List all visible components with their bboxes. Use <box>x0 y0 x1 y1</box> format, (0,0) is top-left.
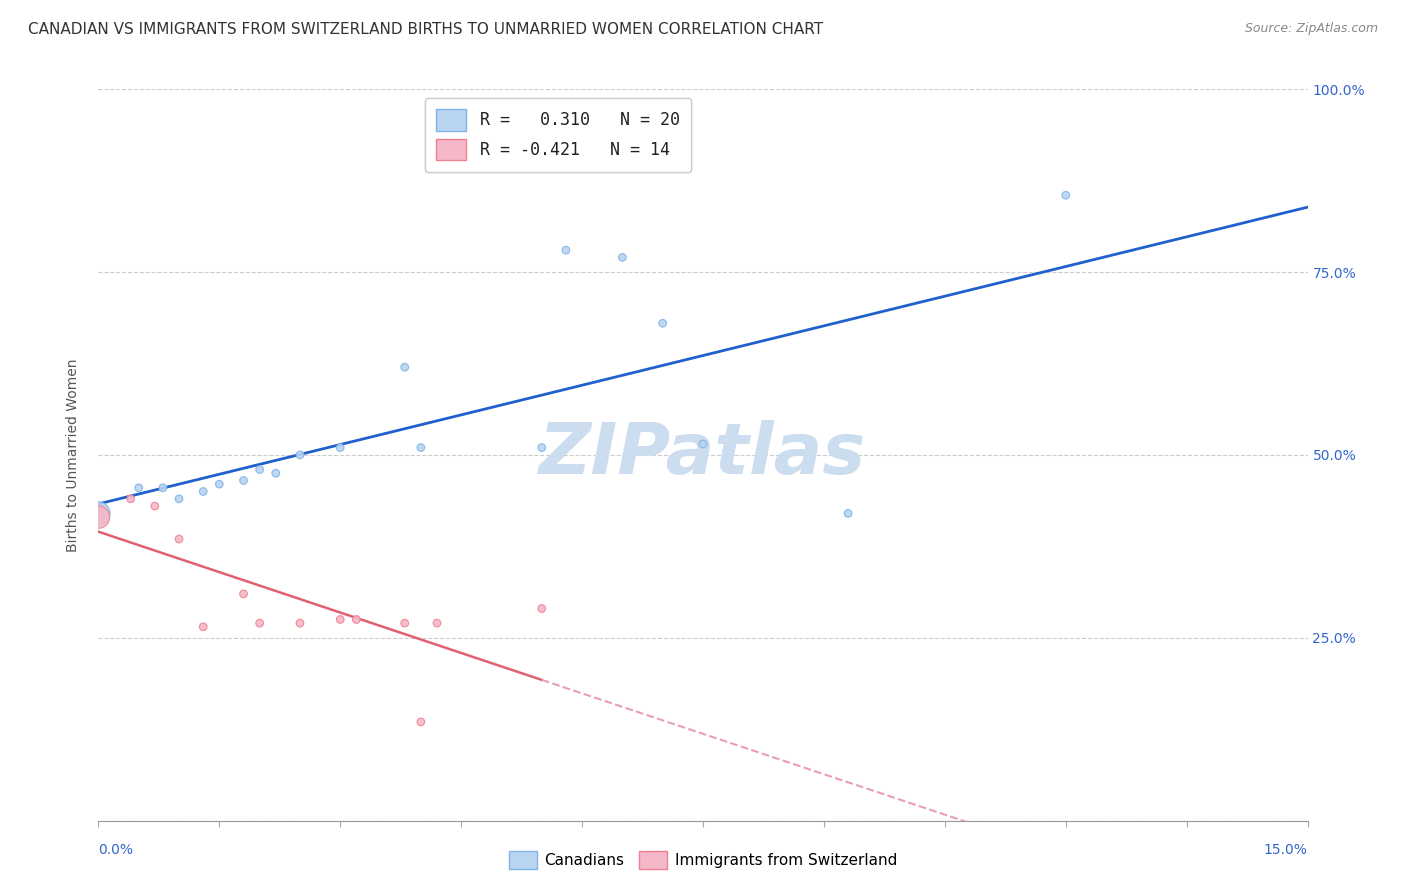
Point <box>249 462 271 476</box>
Point <box>208 477 231 491</box>
Point <box>1054 188 1077 202</box>
Point <box>409 714 432 729</box>
Point <box>555 243 578 257</box>
Point <box>394 616 416 631</box>
Point <box>193 620 215 634</box>
Text: 15.0%: 15.0% <box>1264 843 1308 857</box>
Point <box>409 441 432 455</box>
Point <box>651 316 673 330</box>
Text: ZIPatlas: ZIPatlas <box>540 420 866 490</box>
Point <box>232 474 254 488</box>
Point <box>87 507 110 521</box>
Point <box>120 491 142 506</box>
Point <box>87 510 110 524</box>
Point <box>167 532 190 546</box>
Point <box>264 466 287 480</box>
Point <box>530 441 553 455</box>
Point <box>128 481 150 495</box>
Point <box>193 484 215 499</box>
Text: 0.0%: 0.0% <box>98 843 134 857</box>
Point <box>329 441 352 455</box>
Point <box>837 507 859 521</box>
Point <box>692 437 714 451</box>
Y-axis label: Births to Unmarried Women: Births to Unmarried Women <box>66 359 80 551</box>
Point <box>426 616 449 631</box>
Point <box>530 601 553 615</box>
Point <box>143 499 166 513</box>
Point <box>232 587 254 601</box>
Point <box>288 448 311 462</box>
Point <box>612 251 634 265</box>
Point <box>167 491 190 506</box>
Point <box>329 613 352 627</box>
Text: Source: ZipAtlas.com: Source: ZipAtlas.com <box>1244 22 1378 36</box>
Legend: R =   0.310   N = 20, R = -0.421   N = 14: R = 0.310 N = 20, R = -0.421 N = 14 <box>425 97 692 172</box>
Legend: Canadians, Immigrants from Switzerland: Canadians, Immigrants from Switzerland <box>503 845 903 875</box>
Point <box>288 616 311 631</box>
Point <box>249 616 271 631</box>
Text: CANADIAN VS IMMIGRANTS FROM SWITZERLAND BIRTHS TO UNMARRIED WOMEN CORRELATION CH: CANADIAN VS IMMIGRANTS FROM SWITZERLAND … <box>28 22 824 37</box>
Point <box>152 481 174 495</box>
Point <box>394 360 416 375</box>
Point <box>344 613 367 627</box>
